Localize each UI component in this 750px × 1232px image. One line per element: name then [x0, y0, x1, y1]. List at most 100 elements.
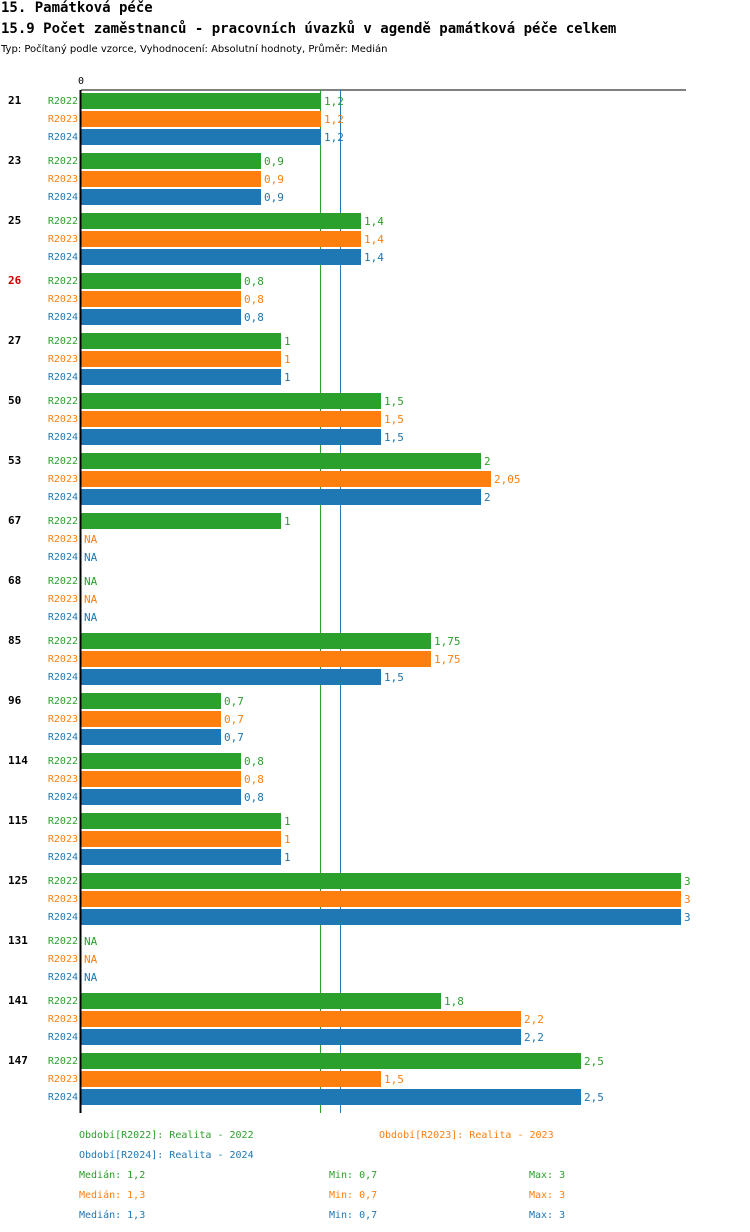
series-row-label: R2023	[48, 1074, 78, 1085]
bar-r2023	[81, 171, 261, 187]
series-row-label: R2023	[48, 1014, 78, 1025]
data-label: 2,2	[524, 1013, 544, 1026]
data-label: 0,8	[244, 311, 264, 324]
data-label: 0,9	[264, 191, 284, 204]
data-label: 1,75	[434, 653, 461, 666]
bar-r2022	[81, 513, 281, 529]
series-row-label: R2024	[48, 132, 78, 143]
category-label: 85	[8, 634, 21, 647]
series-row-label: R2024	[48, 432, 78, 443]
legend-min: Min: 0,7	[329, 1170, 377, 1181]
bar-r2024	[81, 189, 261, 205]
category-label: 114	[8, 754, 28, 767]
series-row-label: R2024	[48, 912, 78, 923]
bar-r2022	[81, 753, 241, 769]
series-row-label: R2022	[48, 756, 78, 767]
category-label: 21	[8, 94, 22, 107]
series-row-label: R2023	[48, 654, 78, 665]
series-row-label: R2023	[48, 474, 78, 485]
bar-r2023	[81, 831, 281, 847]
data-label: 3	[684, 893, 691, 906]
data-label: 1,4	[364, 233, 384, 246]
category-label: 26	[8, 274, 22, 287]
series-row-label: R2023	[48, 534, 78, 545]
series-row-label: R2023	[48, 174, 78, 185]
data-label: NA	[84, 611, 98, 624]
data-label: 1,5	[384, 395, 404, 408]
series-row-label: R2024	[48, 552, 78, 563]
data-label: 3	[684, 911, 691, 924]
bar-r2024	[81, 909, 681, 925]
data-label: 1,2	[324, 95, 344, 108]
data-label: 0,8	[244, 773, 264, 786]
data-label: 1,2	[324, 113, 344, 126]
series-row-label: R2024	[48, 192, 78, 203]
bar-r2023	[81, 891, 681, 907]
legend-entry-r2022: Období[R2022]: Realita - 2022	[79, 1129, 254, 1141]
bar-r2023	[81, 771, 241, 787]
data-label: NA	[84, 953, 98, 966]
series-row-label: R2024	[48, 792, 78, 803]
legend-median: Medián: 1,2	[79, 1169, 145, 1181]
bar-r2022	[81, 213, 361, 229]
legend-min: Min: 0,7	[329, 1190, 377, 1201]
bar-r2024	[81, 489, 481, 505]
series-row-label: R2022	[48, 996, 78, 1007]
data-label: 1	[284, 833, 291, 846]
bar-r2024	[81, 249, 361, 265]
bar-r2024	[81, 369, 281, 385]
bar-r2023	[81, 651, 431, 667]
series-row-label: R2023	[48, 594, 78, 605]
data-label: 2	[484, 455, 491, 468]
category-label: 96	[8, 694, 22, 707]
series-row-label: R2022	[48, 816, 78, 827]
series-row-label: R2024	[48, 672, 78, 683]
legend-entry-r2024: Období[R2024]: Realita - 2024	[79, 1149, 254, 1161]
data-label: NA	[84, 593, 98, 606]
data-label: 1,8	[444, 995, 464, 1008]
data-label: 0,9	[264, 173, 284, 186]
bar-r2024	[81, 129, 321, 145]
series-row-label: R2022	[48, 216, 78, 227]
bar-r2022	[81, 633, 431, 649]
data-label: 1,5	[384, 413, 404, 426]
data-label: 2,5	[584, 1055, 604, 1068]
series-row-label: R2022	[48, 276, 78, 287]
data-label: 2,5	[584, 1091, 604, 1104]
series-row-label: R2024	[48, 492, 78, 503]
legend-max: Max: 3	[529, 1190, 565, 1201]
data-label: 0,7	[224, 695, 244, 708]
series-row-label: R2023	[48, 894, 78, 905]
bar-r2024	[81, 309, 241, 325]
data-label: 1,5	[384, 671, 404, 684]
series-row-label: R2023	[48, 714, 78, 725]
bar-r2023	[81, 711, 221, 727]
series-row-label: R2024	[48, 852, 78, 863]
data-label: 1	[284, 371, 291, 384]
series-row-label: R2024	[48, 612, 78, 623]
bar-r2024	[81, 849, 281, 865]
bar-r2024	[81, 789, 241, 805]
category-label: 50	[8, 394, 21, 407]
bar-r2022	[81, 993, 441, 1009]
data-label: 0,9	[264, 155, 284, 168]
data-label: 2	[484, 491, 491, 504]
series-row-label: R2022	[48, 636, 78, 647]
data-label: 1,75	[434, 635, 461, 648]
data-label: 1	[284, 515, 291, 528]
data-label: NA	[84, 533, 98, 546]
series-row-label: R2023	[48, 294, 78, 305]
data-label: 0,7	[224, 713, 244, 726]
series-row-label: R2022	[48, 96, 78, 107]
data-label: 1	[284, 851, 291, 864]
category-label: 68	[8, 574, 21, 587]
series-row-label: R2023	[48, 354, 78, 365]
category-label: 131	[8, 934, 28, 947]
series-row-label: R2023	[48, 954, 78, 965]
bar-r2023	[81, 291, 241, 307]
category-label: 25	[8, 214, 21, 227]
series-row-label: R2024	[48, 252, 78, 263]
data-label: 0,8	[244, 275, 264, 288]
series-row-label: R2023	[48, 414, 78, 425]
section-title: 15. Památková péče	[1, 0, 153, 16]
